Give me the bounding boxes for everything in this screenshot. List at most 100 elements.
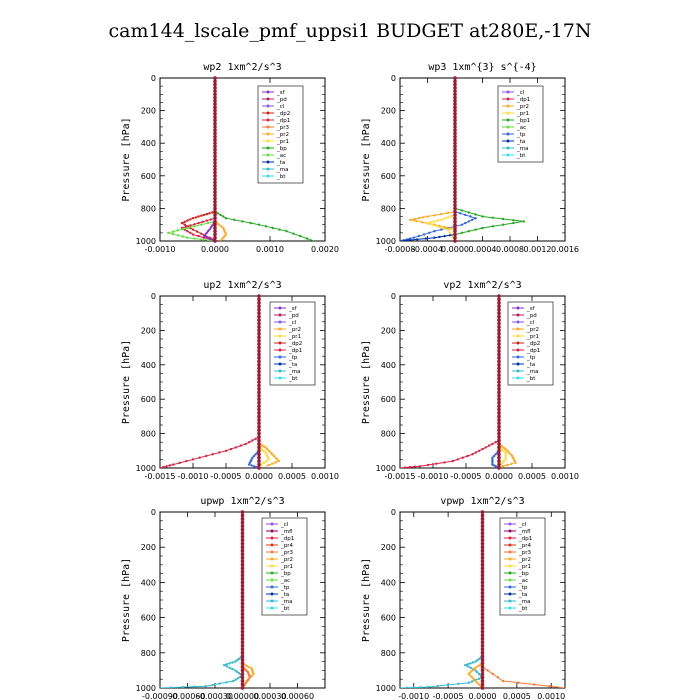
series-point-bp <box>271 226 274 230</box>
legend-label: _ac <box>516 125 526 131</box>
series-point-pr2 <box>252 672 255 676</box>
series-point-pr1 <box>436 225 439 228</box>
zero-profile-marker <box>480 633 485 637</box>
zero-profile-marker <box>453 164 457 168</box>
legend-marker <box>266 104 270 108</box>
zero-profile-marker <box>213 213 217 217</box>
series-point-sf <box>211 238 214 241</box>
series-point-pr2 <box>274 461 277 464</box>
zero-profile-marker <box>257 428 261 432</box>
zero-profile-marker <box>453 200 457 204</box>
zero-profile-marker <box>480 675 485 680</box>
zero-profile-marker <box>480 658 485 662</box>
x-tick-label: -0.0015 <box>385 472 416 481</box>
zero-profile-marker <box>213 174 217 178</box>
y-tick-label: 0 <box>391 74 396 83</box>
series-point-pr1 <box>448 231 451 234</box>
series-point-bp <box>264 225 268 228</box>
series-point-pr2 <box>477 683 481 686</box>
x-tick-label: -0.0005 <box>211 472 242 481</box>
series-point-pr2 <box>506 463 509 467</box>
legend-marker <box>266 139 270 143</box>
legend-marker <box>508 557 512 561</box>
zero-profile-marker <box>257 466 261 470</box>
zero-profile-marker <box>240 524 245 528</box>
legend-marker <box>506 125 510 129</box>
zero-profile-marker <box>213 131 217 136</box>
series-point-ac <box>171 232 175 236</box>
zero-profile-marker <box>453 177 457 181</box>
zero-profile-marker <box>497 459 501 463</box>
zero-profile-marker <box>497 369 501 374</box>
series-point-ma <box>234 669 237 672</box>
zero-profile-marker <box>480 629 485 634</box>
zero-profile-marker <box>213 229 217 234</box>
zero-profile-marker <box>497 438 501 443</box>
series-point-pr1 <box>504 454 507 458</box>
legend-marker <box>508 585 512 589</box>
zero-profile-marker <box>240 517 245 521</box>
series-point-tp <box>460 223 464 226</box>
x-tick-label: -0.00030 <box>197 692 233 700</box>
legend-marker <box>508 564 512 568</box>
series-point-ma <box>469 662 472 665</box>
series-point-dp1 <box>435 462 438 465</box>
series-point-bp1 <box>512 219 515 222</box>
zero-profile-marker <box>453 174 457 178</box>
legend-label: _pr1 <box>276 139 289 145</box>
series-point-pr1 <box>501 461 504 464</box>
zero-profile-marker <box>497 455 501 460</box>
zero-profile-marker <box>240 541 245 546</box>
legend-label: _ma <box>518 599 530 605</box>
zero-profile-marker <box>480 640 485 645</box>
zero-profile-marker <box>480 570 485 574</box>
series-point-bp <box>278 228 281 231</box>
legend-marker <box>266 125 270 129</box>
series-point-ma <box>211 683 214 687</box>
y-tick-label: 400 <box>381 361 396 370</box>
y-tick-label: 800 <box>381 430 396 439</box>
legend-label: _pr2 <box>280 557 293 563</box>
zero-profile-marker <box>213 151 217 155</box>
series-point-dp2 <box>211 211 214 214</box>
zero-profile-marker <box>497 462 501 467</box>
series-point-ma <box>405 686 409 688</box>
zero-profile-marker <box>480 615 485 620</box>
legend-marker <box>516 313 520 317</box>
y-tick-label: 600 <box>141 395 156 404</box>
x-tick-label: 0.00030 <box>253 692 286 700</box>
series-point-pr2 <box>275 458 279 461</box>
series-point-dp1 <box>234 446 238 449</box>
series-point-dp2 <box>200 232 203 235</box>
zero-profile-marker <box>453 203 457 207</box>
x-tick-label: 0.00060 <box>281 692 314 700</box>
y-tick-label: 1000 <box>376 237 396 246</box>
zero-profile-marker <box>480 605 485 609</box>
series-point-tp <box>422 233 426 236</box>
zero-profile-marker <box>497 325 501 329</box>
x-tick-label: -0.00090 <box>142 692 178 700</box>
series-point-ta <box>448 234 451 237</box>
subplot-title: upwp 1xm^2/s^3 <box>200 496 284 507</box>
series-point-pr3 <box>496 676 500 679</box>
series-point-tp <box>464 213 467 217</box>
zero-profile-marker <box>453 79 457 84</box>
series-point-sf <box>204 233 207 236</box>
legend-marker <box>508 550 512 554</box>
legend-marker <box>506 139 510 143</box>
zero-profile-marker <box>453 105 457 110</box>
legend-label: _bp1 <box>516 118 530 124</box>
zero-profile-marker <box>257 383 261 388</box>
series-point-pr2 <box>217 223 221 226</box>
series-point-ma <box>466 663 470 666</box>
legend-marker <box>278 327 282 331</box>
x-tick-label: 0.0000 <box>201 245 229 254</box>
series-point-dp1 <box>487 444 491 447</box>
series-point-pr1 <box>260 463 263 466</box>
series-point-dp1 <box>247 441 251 444</box>
legend-label: _cl <box>288 320 297 326</box>
zero-profile-marker <box>213 92 217 97</box>
zero-profile-marker <box>480 665 485 669</box>
legend-marker <box>266 174 270 178</box>
series-point-tp <box>491 458 494 461</box>
